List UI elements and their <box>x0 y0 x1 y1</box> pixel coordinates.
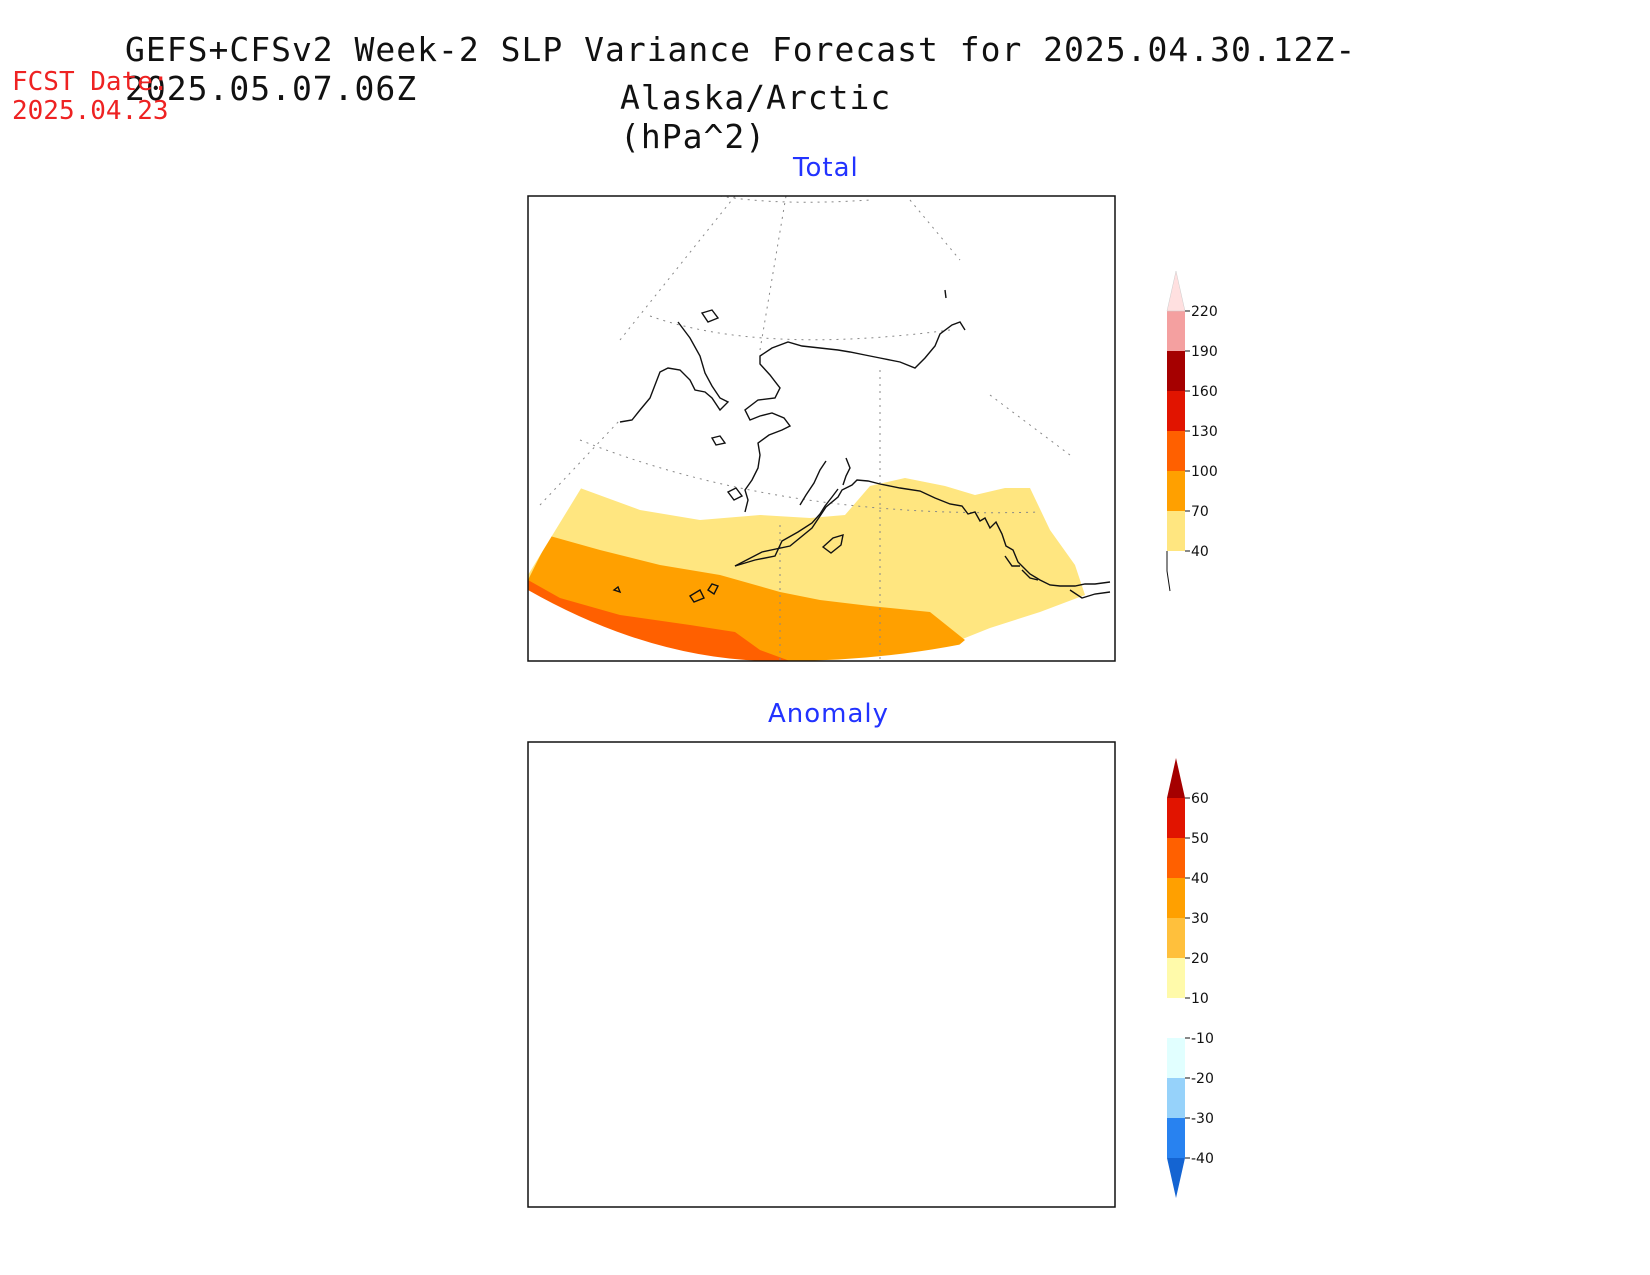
forecast-date-value: 2025.04.23 <box>12 96 169 126</box>
total-colorbar-label: 130 <box>1191 424 1218 440</box>
total-colorbar-label: 100 <box>1191 464 1218 480</box>
total-colorbar-label: 70 <box>1191 504 1209 520</box>
total-colorbar-box <box>1167 391 1185 431</box>
total-colorbar-box <box>1167 431 1185 471</box>
total-colorbar-label: 220 <box>1191 304 1218 320</box>
total-colorbar-box <box>1167 351 1185 391</box>
total-panel-title: Total <box>793 153 859 183</box>
chart-subtitle: Alaska/Arctic (hPa^2) <box>620 78 892 156</box>
anomaly-colorbar: -40 -30 -20 -10 10 20 30 40 50 60 <box>1167 758 1214 1198</box>
anomaly-colorbar-high-triangle <box>1167 758 1185 798</box>
anomaly-colorbar-box <box>1167 798 1185 838</box>
anomaly-colorbar-label: -20 <box>1191 1071 1214 1087</box>
total-colorbar-label: 40 <box>1191 544 1209 560</box>
total-map-frame <box>527 195 1116 662</box>
total-colorbar-low-tail <box>1166 551 1171 592</box>
anomaly-colorbar-label: -10 <box>1191 1031 1214 1047</box>
total-colorbar-label: 160 <box>1191 384 1218 400</box>
total-colorbar-label: 190 <box>1191 344 1218 360</box>
anomaly-colorbar-label: -30 <box>1191 1111 1214 1127</box>
anomaly-colorbar-label: 10 <box>1191 991 1209 1007</box>
anomaly-colorbar-label: 20 <box>1191 951 1209 967</box>
anomaly-colorbar-box <box>1167 958 1185 998</box>
anomaly-colorbar-label: -40 <box>1191 1151 1214 1167</box>
total-colorbar-box <box>1167 311 1185 351</box>
anomaly-colorbar-low-triangle <box>1167 1158 1185 1198</box>
total-colorbar-high-triangle <box>1166 270 1186 312</box>
total-colorbar-box <box>1167 471 1185 511</box>
total-colorbar-box <box>1167 511 1185 551</box>
anomaly-panel-title: Anomaly <box>768 699 890 729</box>
anomaly-colorbar-box <box>1167 878 1185 918</box>
forecast-date-label: FCST Date: <box>12 67 169 97</box>
anomaly-colorbar-label: 60 <box>1191 791 1209 807</box>
anomaly-colorbar-label: 40 <box>1191 871 1209 887</box>
chart-title: GEFS+CFSv2 Week-2 SLP Variance Forecast … <box>125 30 1357 108</box>
anomaly-colorbar-box <box>1167 1118 1185 1158</box>
anomaly-colorbar-box <box>1167 838 1185 878</box>
anomaly-colorbar-box <box>1167 918 1185 958</box>
anomaly-colorbar-label: 30 <box>1191 911 1209 927</box>
anomaly-colorbar-label: 50 <box>1191 831 1209 847</box>
anomaly-colorbar-box <box>1167 1038 1185 1078</box>
anomaly-map-frame <box>527 741 1116 1208</box>
total-colorbar: 40 70 100 130 160 190 220 <box>1166 270 1218 592</box>
anomaly-colorbar-box <box>1167 998 1185 1038</box>
anomaly-colorbar-box <box>1167 1078 1185 1118</box>
